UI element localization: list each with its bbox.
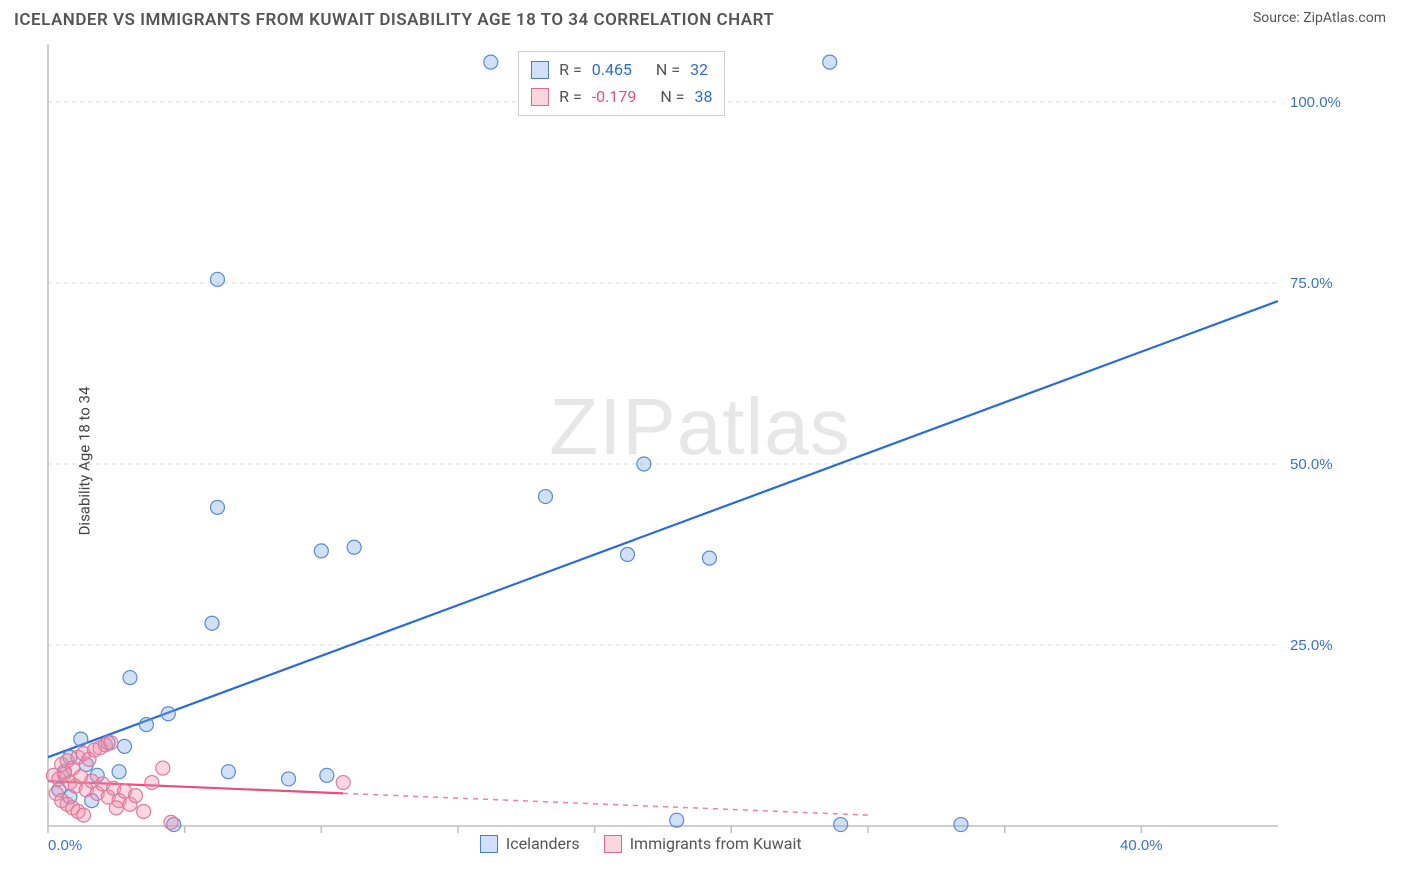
svg-text:25.0%: 25.0% [1290,637,1333,654]
svg-text:100.0%: 100.0% [1290,94,1341,111]
svg-text:50.0%: 50.0% [1290,456,1333,473]
correlation-stats-box: R = 0.465 N = 32 R = -0.179 N = 38 [518,51,725,115]
swatch-pink-icon [531,88,549,106]
y-axis-label: Disability Age 18 to 34 [75,387,93,536]
stat-row-pink: R = -0.179 N = 38 [531,83,712,110]
stat-row-blue: R = 0.465 N = 32 [531,56,712,83]
swatch-blue-icon [480,835,498,853]
chart-title: ICELANDER VS IMMIGRANTS FROM KUWAIT DISA… [14,10,774,30]
legend-item-pink: Immigrants from Kuwait [604,834,802,853]
svg-text:0.0%: 0.0% [48,837,82,854]
svg-text:75.0%: 75.0% [1290,275,1333,292]
scatter-plot: 25.0% 50.0% 75.0% 100.0% 0.0% 40.0% [14,40,1354,860]
chart-container: Disability Age 18 to 34 25.0% 50.0% 75.0% 1… [14,40,1386,882]
swatch-pink-icon [604,835,622,853]
legend-item-blue: Icelanders [480,834,580,853]
series-legend: Icelanders Immigrants from Kuwait [480,834,802,853]
source-attribution: Source: ZipAtlas.com [1253,10,1386,26]
swatch-blue-icon [531,61,549,79]
svg-text:40.0%: 40.0% [1120,837,1163,854]
